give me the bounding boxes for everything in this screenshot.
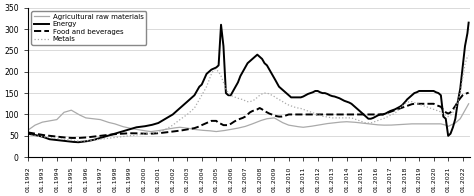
Legend: Agricultural raw materials, Energy, Food and beverages, Metals: Agricultural raw materials, Energy, Food…	[31, 11, 146, 45]
Line: Agricultural raw materials: Agricultural raw materials	[28, 104, 469, 132]
Line: Food and beverages: Food and beverages	[28, 93, 469, 138]
Line: Metals: Metals	[28, 56, 469, 141]
Line: Energy: Energy	[28, 23, 469, 142]
